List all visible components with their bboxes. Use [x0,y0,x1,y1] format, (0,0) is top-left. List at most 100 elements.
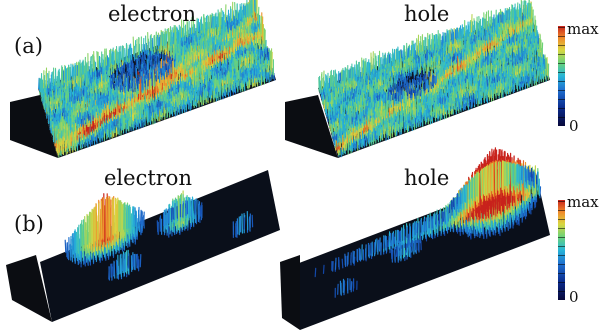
surface-spike [115,45,118,62]
surface-spike [168,93,170,106]
surface-spike [144,79,147,88]
surface-spike [153,53,156,61]
surface-spike [211,17,213,28]
surface-spike [170,82,172,92]
surface-spike [222,10,224,24]
surface-spike [166,62,169,72]
surface-spike [393,93,395,105]
surface-spike [157,37,160,50]
surface-spike [406,81,409,90]
surface-spike [149,59,152,67]
surface-spike [77,61,80,79]
surface-spike [154,100,156,112]
surface-spike [210,78,213,92]
surface-spike [248,2,250,19]
surface-spike [254,21,256,33]
surface-spike [270,48,273,67]
surface-spike [88,86,90,98]
surface-spike [173,57,176,68]
surface-spike [140,57,143,65]
surface-spike [96,51,99,69]
surface-spike [138,108,140,123]
surface-spike [167,57,170,67]
surface-spike [266,47,269,55]
surface-spike [176,26,178,40]
surface-edge [10,95,58,158]
surface-spike [209,38,212,55]
surface-spike [139,52,142,60]
surface-spike [209,14,211,30]
surface-spike [167,28,170,46]
surface-spike [119,117,121,129]
surface-spike [74,64,77,78]
surface-spike [227,57,229,68]
surface-spike [236,43,239,55]
surface-spike [84,56,86,74]
surface-spike [165,63,168,71]
surface-spike [122,45,124,61]
surface-spike [218,13,221,31]
surface-spike [198,79,201,92]
surface-spike [217,9,220,25]
surface-spike [132,36,135,55]
surface-spike [160,68,162,76]
surface-spike [134,40,137,55]
surface-spike [207,14,209,30]
surface-spike [130,68,133,78]
surface-spike [416,88,419,96]
surface-spike [120,61,123,71]
surface-spike [161,31,163,46]
surface-spike [400,87,403,96]
surface-spike [90,133,93,143]
surface-spike [155,75,157,82]
surface-spike [106,55,109,67]
surface-spike [141,79,144,89]
surface-spike [130,43,132,57]
surface-spike [109,48,112,65]
surface-spike [120,45,122,60]
surface-spike [71,64,74,78]
surface-spike [144,63,147,71]
surface-spike [212,41,214,53]
surface-spike [64,66,67,80]
surface-spike [38,77,40,90]
surface-spike [394,92,396,99]
surface-spike [250,3,252,18]
surface-spike [359,133,362,143]
surface-spike [340,127,342,140]
surface-spike [100,96,102,109]
surface-spike [150,71,152,79]
surface-spike [252,0,254,18]
surface-spike [173,25,176,41]
surface-spike [526,75,529,84]
surface-spike [152,68,155,88]
surface-spike [135,58,138,66]
surface-spike [120,70,123,78]
surface-spike [224,67,227,77]
surface-spike [118,80,121,91]
surface-spike [419,89,422,97]
surface-spike [405,84,407,93]
surface-spike [409,79,412,89]
surface-spike [224,4,227,23]
surface-spike [496,74,498,83]
surface-spike [430,81,432,89]
surface-spike [133,78,136,88]
surface-spike [40,73,43,88]
surface-spike [177,31,180,44]
surface-spike [221,66,223,76]
surface-spike [60,65,63,81]
surface-spike [362,109,365,119]
surface-spike [169,26,172,43]
surface-spike [218,66,220,81]
surface-spike [85,62,88,78]
surface-spike [79,59,82,75]
surface-spike [158,34,161,46]
surface-plot-a-electron [10,0,276,158]
surface-spike [541,42,544,59]
surface-spike [234,2,236,20]
surface-spike [385,91,388,106]
surface-spike [169,55,172,65]
